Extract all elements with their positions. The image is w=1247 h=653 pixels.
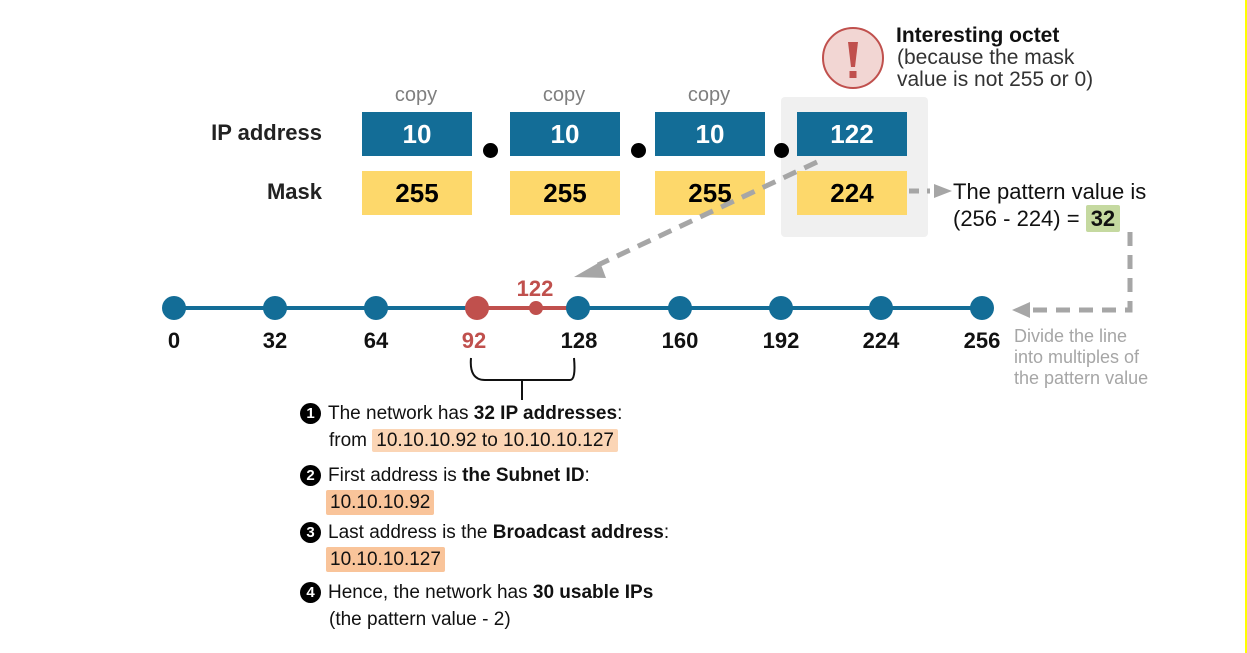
address-range: 10.10.10.92 to 10.10.10.127 <box>372 429 618 452</box>
mask-label: Mask <box>266 179 322 204</box>
divide-line-note: Divide the line into multiples of the pa… <box>1014 326 1149 388</box>
step-number-3: 3 <box>300 522 321 543</box>
broadcast-address-value: 10.10.10.127 <box>326 547 445 572</box>
tick-92: 92 <box>461 328 487 353</box>
callout-title: Interesting octet <box>896 24 1060 47</box>
page-edge-line <box>1245 0 1247 653</box>
tick-192: 192 <box>762 328 800 353</box>
copy-label-2: copy <box>542 84 586 106</box>
dot-separator-2 <box>631 143 646 158</box>
alert-icon-circle <box>822 27 884 89</box>
tick-160: 160 <box>661 328 699 353</box>
mask-octet-4: 224 <box>797 171 907 215</box>
tick-224: 224 <box>862 328 900 353</box>
callout-subtitle-line1: (because the mask <box>897 46 1075 69</box>
pattern-line1: The pattern value is <box>953 179 1147 204</box>
arrowhead-left <box>1012 302 1030 318</box>
step-number-2: 2 <box>300 465 321 486</box>
dashed-arrow-to-256 <box>1030 232 1133 313</box>
callout-subtitle-line2: value is not 255 or 0) <box>897 68 1094 91</box>
range-brace <box>469 357 576 381</box>
dot-separator-1 <box>483 143 498 158</box>
ip-octet-4: 122 <box>797 112 907 156</box>
step-number-4: 4 <box>300 582 321 603</box>
subnet-id-value: 10.10.10.92 <box>326 490 435 515</box>
number-line <box>162 296 994 320</box>
tick-64: 64 <box>363 328 389 353</box>
marker-value-122: 122 <box>516 276 554 301</box>
pattern-value-explanation: The pattern value is (256 - 224) = 32 <box>953 178 1146 232</box>
copy-label-1: copy <box>394 84 438 106</box>
dot-separator-3 <box>774 143 789 158</box>
dashed-arrow-to-number-line <box>596 159 819 268</box>
copy-label-3: copy <box>687 84 731 106</box>
ip-octet-1: 10 <box>362 112 472 156</box>
step-1: 1 The network has 32 IP addresses: from 1… <box>300 400 622 454</box>
tick-32: 32 <box>262 328 288 353</box>
pattern-formula: (256 - 224) = <box>953 206 1086 231</box>
step-2: 2 First address is the Subnet ID: 10.10.1… <box>300 462 590 516</box>
exclamation-icon <box>848 42 858 78</box>
callout-subtitle: (because the mask value is not 255 or 0) <box>897 47 1157 91</box>
step-number-1: 1 <box>300 403 321 424</box>
step-3: 3 Last address is the Broadcast address: … <box>300 519 669 573</box>
mask-octet-2: 255 <box>510 171 620 215</box>
tick-128: 128 <box>560 328 598 353</box>
arrowhead-down-left <box>574 262 606 278</box>
tick-0: 0 <box>167 328 181 353</box>
usable-ips-note: (the pattern value - 2) <box>329 609 511 630</box>
arrowhead-right <box>934 184 952 198</box>
ip-address-label: IP address <box>211 120 322 145</box>
mask-octet-1: 255 <box>362 171 472 215</box>
ip-octet-2: 10 <box>510 112 620 156</box>
step-4: 4 Hence, the network has 30 usable IPs (t… <box>300 579 653 633</box>
tick-256: 256 <box>963 328 1001 353</box>
pattern-value-badge: 32 <box>1085 205 1121 232</box>
ip-octet-3: 10 <box>655 112 765 156</box>
